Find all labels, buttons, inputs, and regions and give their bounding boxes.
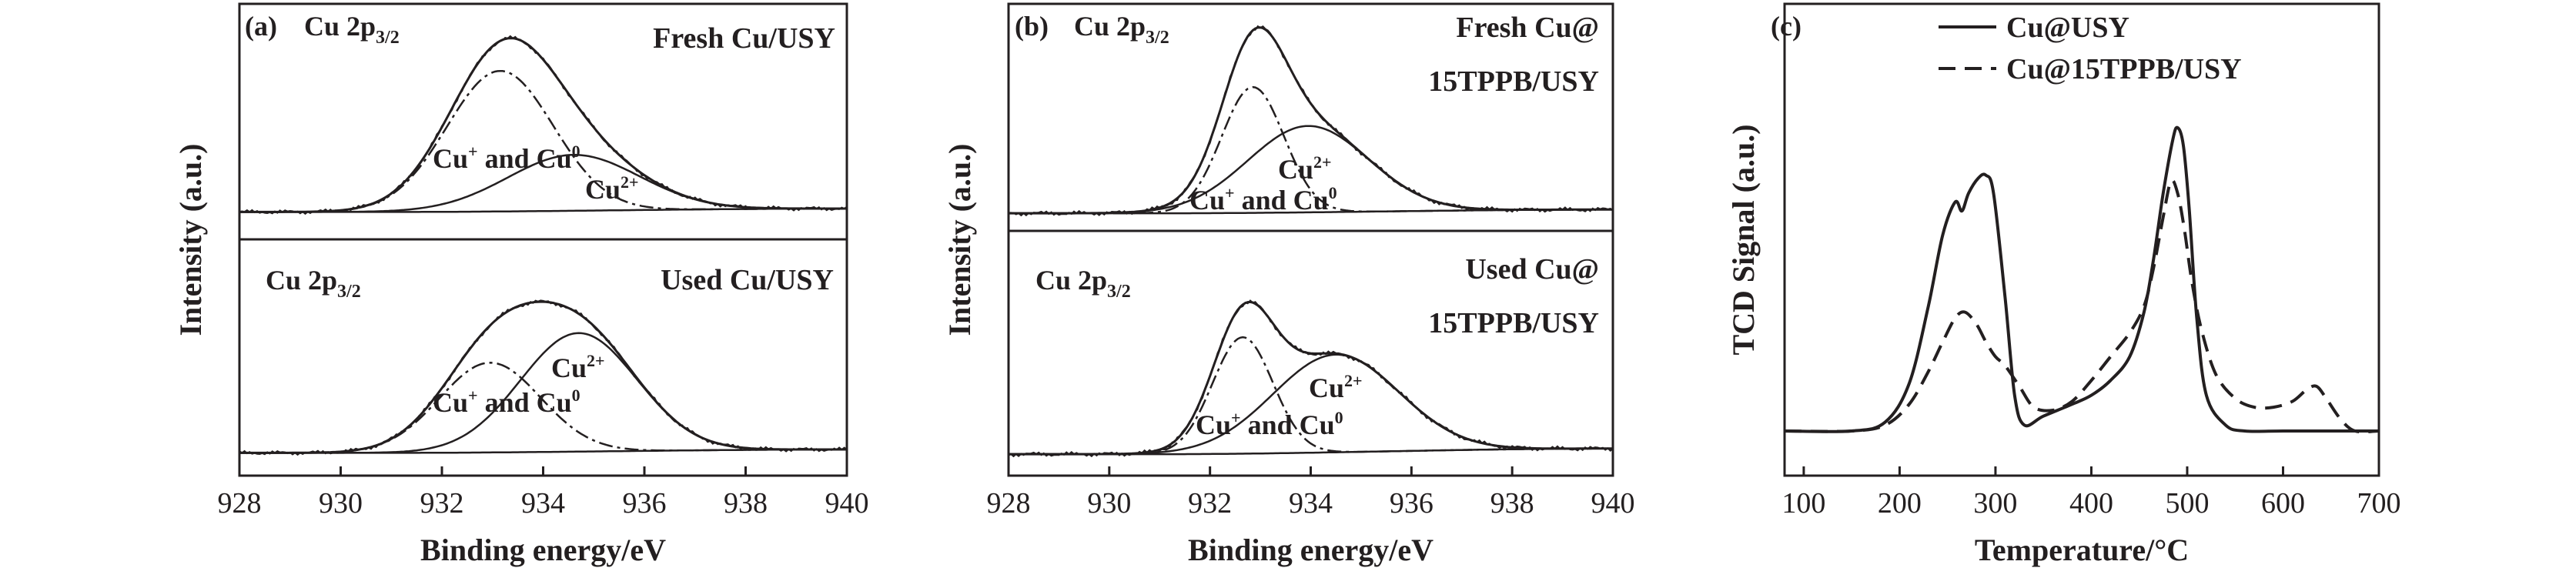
x-tick-label: 934	[521, 487, 565, 520]
panel-b-bottom-annotation-cu-plus: Cu+ and Cu0	[1196, 408, 1343, 440]
raw-spectrum	[239, 299, 848, 456]
panel-b-top-core-level: Cu 2p3/2	[1074, 11, 1169, 48]
component-peak	[239, 69, 847, 213]
x-tick-label: 928	[987, 487, 1031, 520]
component-peak	[1009, 336, 1613, 456]
x-tick-label: 700	[2357, 487, 2401, 520]
series-line	[1784, 179, 2380, 434]
x-tick-label: 936	[623, 487, 667, 520]
panel-b-bottom-title-line1: Used Cu@	[1465, 253, 1599, 286]
panel-a-bottom-annotation-cu-plus: Cu+ and Cu0	[433, 386, 580, 418]
panel-a-top-title: Fresh Cu/USY	[653, 22, 835, 55]
panel-b-bottom-annotation-cu2plus: Cu2+	[1309, 371, 1363, 403]
spectrum-top	[1008, 25, 1614, 217]
spectrum-bottom	[1008, 299, 1614, 458]
x-tick-label: 930	[1087, 487, 1131, 520]
x-tick-label: 932	[1188, 487, 1232, 520]
series-line	[1784, 125, 2379, 433]
y-axis-label: Intensity (a.u.)	[173, 143, 208, 336]
panel-c-label: (c)	[1771, 11, 1802, 42]
x-tick-label: 938	[724, 487, 768, 520]
x-axis-label: Binding energy/eV	[420, 533, 666, 567]
x-tick-label: 500	[2165, 487, 2209, 520]
panel-b-bottom-title-line2: 15TPPB/USY	[1428, 307, 1599, 339]
x-tick-label: 100	[1781, 487, 1825, 520]
panel-a-label: (a)	[245, 11, 277, 42]
core-level-subscript: 3/2	[376, 28, 400, 48]
panel-a-top-annotation-cu2plus: Cu2+	[585, 172, 639, 205]
panel-b-top-title-line1: Fresh Cu@	[1456, 12, 1599, 44]
panel-a-top-core-level: Cu 2p3/2	[304, 11, 400, 48]
y-axis-label: Intensity (a.u.)	[942, 143, 977, 336]
panel-a-bottom-core-level: Cu 2p3/2	[266, 265, 361, 302]
plot-frame	[1783, 2, 2380, 477]
x-tick-label: 200	[1878, 487, 1922, 520]
x-tick-label: 930	[319, 487, 363, 520]
component-peak	[239, 362, 847, 454]
panel-a-top-annotation-cu-plus: Cu+ and Cu0	[433, 142, 580, 174]
core-level-text: Cu 2p	[304, 11, 376, 42]
fitted-envelope	[239, 300, 847, 454]
x-tick-label: 600	[2261, 487, 2305, 520]
panel-b-bottom-core-level: Cu 2p3/2	[1035, 265, 1131, 302]
x-tick-label: 932	[420, 487, 464, 520]
panel-b-top-annotation-cu2plus: Cu2+	[1278, 152, 1332, 185]
y-axis-label: TCD Signal (a.u.)	[1726, 124, 1761, 355]
panel-a: 928 930 932 934 936 938 940 Binding energy/eV In…	[173, 2, 869, 567]
raw-spectrum	[1008, 299, 1614, 458]
panel-b: 928 930 932 934 936 938 940 Binding energy/eV In…	[942, 2, 1635, 567]
panel-b-top-title-line2: 15TPPB/USY	[1428, 65, 1599, 98]
x-tick-label: 300	[1973, 487, 2017, 520]
panel-c: Cu@USY Cu@15TPPB/USY 100 200 300 400 500 600 700…	[1726, 2, 2401, 567]
x-tick-label: 940	[825, 487, 869, 520]
x-tick-label: 400	[2069, 487, 2113, 520]
x-axis-label: Temperature/°C	[1975, 533, 2189, 567]
x-tick-label: 928	[218, 487, 262, 520]
spectrum-top	[239, 35, 848, 215]
panel-b-top-annotation-cu-plus: Cu+ and Cu0	[1189, 183, 1337, 215]
raw-spectrum	[239, 35, 848, 215]
x-tick-label: 936	[1390, 487, 1434, 520]
spectrum-bottom	[239, 299, 848, 456]
legend-label: Cu@15TPPB/USY	[2006, 53, 2242, 85]
legend-label: Cu@USY	[2006, 12, 2129, 44]
panel-a-bottom-annotation-cu2plus: Cu2+	[551, 351, 605, 383]
panel-a-bottom-title: Used Cu/USY	[661, 264, 834, 296]
panel-b-label: (b)	[1015, 11, 1049, 42]
fitted-envelope	[239, 37, 847, 213]
x-tick-label: 934	[1289, 487, 1333, 520]
x-tick-label: 938	[1490, 487, 1534, 520]
raw-spectrum	[1008, 25, 1614, 217]
x-tick-label: 940	[1591, 487, 1635, 520]
x-axis-label: Binding energy/eV	[1188, 533, 1434, 567]
